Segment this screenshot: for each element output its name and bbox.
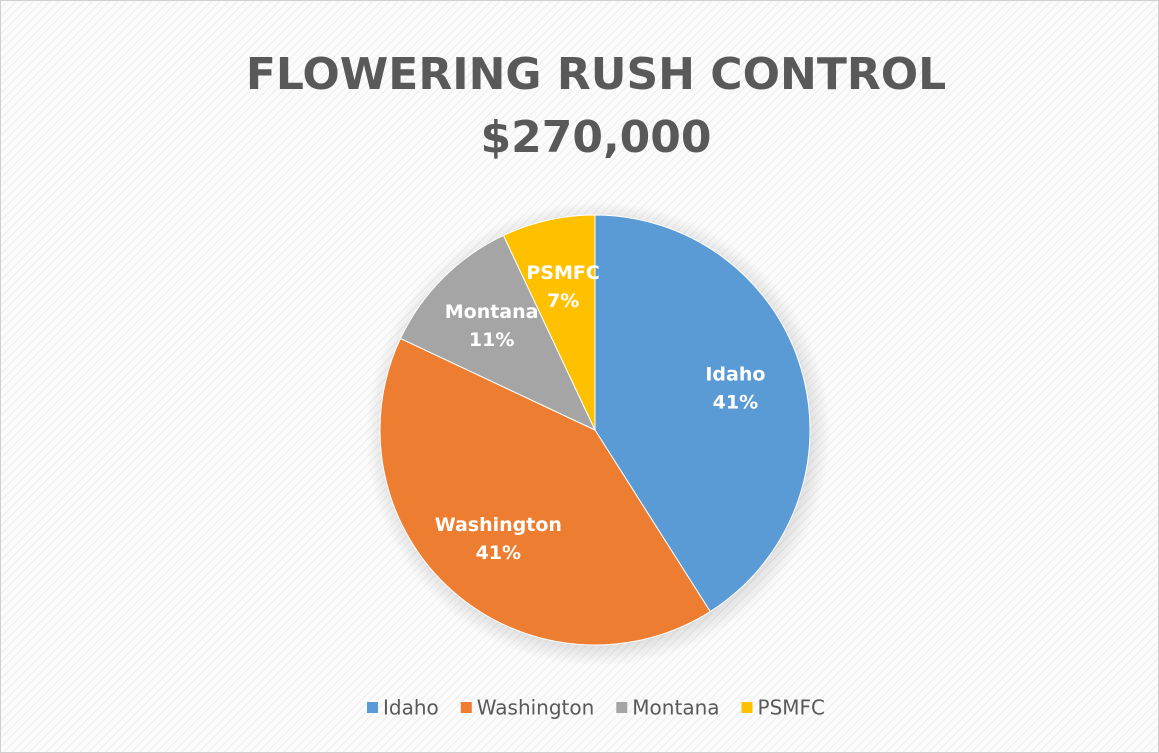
legend: Idaho Washington Montana PSMFC bbox=[367, 696, 825, 720]
data-label-category: Idaho bbox=[705, 364, 765, 386]
data-label-category: Washington bbox=[435, 514, 562, 536]
data-label-value: 7% bbox=[547, 290, 579, 312]
pie-slice bbox=[379, 337, 711, 646]
data-label-category: Montana bbox=[445, 301, 539, 323]
legend-label: Idaho bbox=[383, 696, 439, 720]
pie-slice bbox=[399, 234, 597, 432]
data-label-category: PSMFC bbox=[526, 262, 599, 284]
legend-swatch bbox=[367, 702, 379, 713]
legend-label: Washington bbox=[477, 696, 595, 720]
legend-swatch bbox=[460, 702, 472, 713]
legend-swatch bbox=[741, 702, 753, 713]
legend-label: PSMFC bbox=[758, 696, 825, 720]
data-label-value: 11% bbox=[469, 329, 514, 351]
legend-label: Montana bbox=[632, 696, 719, 720]
pie: Idaho 41% Washington 41% Montana 11% PSMFC 7% bbox=[379, 214, 811, 646]
pie-slice bbox=[594, 214, 811, 613]
chart-title: FLOWERING RUSH CONTROL bbox=[246, 49, 946, 100]
data-label-value: 41% bbox=[476, 542, 521, 564]
chart-subtitle: $270,000 bbox=[480, 112, 711, 163]
pie-slice bbox=[502, 214, 596, 431]
data-label-value: 41% bbox=[713, 392, 758, 414]
legend-swatch bbox=[616, 702, 628, 713]
